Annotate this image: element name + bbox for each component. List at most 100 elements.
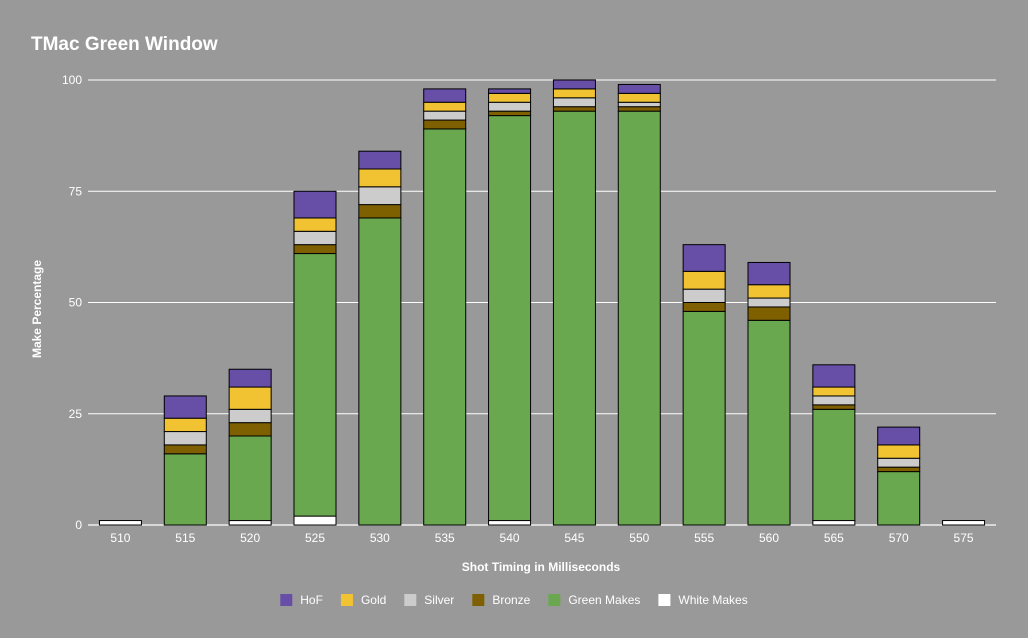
legend-swatch-silver — [404, 594, 417, 606]
bar-515-gold — [163, 417, 207, 433]
legend-label-silver: Silver — [424, 593, 454, 607]
bar-555-bronze — [682, 302, 726, 312]
legend-swatch-green-makes — [548, 594, 561, 606]
x-tick-label-560: 560 — [759, 531, 779, 545]
x-tick-label-575: 575 — [954, 531, 974, 545]
bar-535-gold — [423, 101, 467, 112]
y-tick-label-50: 50 — [69, 296, 83, 310]
chart-title: TMac Green Window — [31, 34, 218, 55]
bar-540-green-makes — [488, 115, 532, 522]
bar-530-gold — [358, 168, 402, 188]
y-axis-ticks: 0 25 50 75 100 — [62, 73, 82, 532]
legend-label-bronze: Bronze — [492, 593, 530, 607]
bar-530-silver — [358, 186, 402, 206]
y-tick-label-75: 75 — [69, 184, 83, 198]
bar-560-bronze — [747, 306, 791, 321]
bar-540-bronze — [488, 110, 532, 117]
bar-520-white-makes — [228, 520, 272, 526]
bar-550-hof — [617, 83, 661, 94]
bar-570-bronze — [877, 466, 921, 473]
legend-label-hof: HoF — [300, 593, 323, 607]
bar-510-white-makes — [98, 520, 142, 526]
bar-570-green-makes — [877, 471, 921, 526]
x-tick-label-555: 555 — [694, 531, 714, 545]
bar-555-silver — [682, 288, 726, 303]
bar-565-white-makes — [812, 520, 856, 526]
x-tick-label-550: 550 — [629, 531, 649, 545]
y-axis-label: Make Percentage — [30, 260, 44, 358]
x-tick-label-520: 520 — [240, 531, 260, 545]
bar-535-silver — [423, 110, 467, 121]
bar-560-green-makes — [747, 319, 791, 526]
bar-525-green-makes — [293, 253, 337, 517]
x-tick-label-540: 540 — [500, 531, 520, 545]
y-tick-label-100: 100 — [62, 73, 82, 87]
legend-swatch-hof — [280, 594, 293, 606]
legend-swatch-gold — [340, 594, 353, 606]
legend-swatch-white-makes — [658, 594, 671, 606]
bar-520-silver — [228, 408, 272, 424]
legend-swatch-bronze — [472, 594, 485, 606]
bar-555-hof — [682, 244, 726, 272]
bar-540-silver — [488, 101, 532, 112]
bar-575-white-makes — [942, 520, 986, 526]
bar-525-bronze — [293, 244, 337, 255]
y-tick-label-0: 0 — [75, 518, 82, 532]
x-axis-label: Shot Timing in Milliseconds — [462, 560, 621, 574]
bar-550-green-makes — [617, 110, 661, 526]
bar-525-hof — [293, 190, 337, 219]
bar-520-hof — [228, 368, 272, 388]
x-axis-ticks: 510 515 520 525 530 535 540 545 550 555 560 565 570 5… — [110, 531, 973, 545]
bar-560-gold — [747, 284, 791, 299]
bar-525-gold — [293, 217, 337, 232]
bar-535-bronze — [423, 119, 467, 130]
bar-565-silver — [812, 395, 856, 406]
x-tick-label-570: 570 — [889, 531, 909, 545]
bar-535-hof — [423, 88, 467, 103]
x-tick-label-515: 515 — [175, 531, 195, 545]
bar-520-green-makes — [228, 435, 272, 522]
bar-530-green-makes — [358, 217, 402, 526]
bar-530-hof — [358, 150, 402, 170]
bar-515-silver — [163, 431, 207, 446]
x-tick-label-530: 530 — [370, 531, 390, 545]
bar-520-gold — [228, 386, 272, 410]
bar-555-gold — [682, 270, 726, 290]
bar-545-green-makes — [552, 110, 596, 526]
bar-525-silver — [293, 230, 337, 246]
bar-550-silver — [617, 101, 661, 108]
y-tick-label-25: 25 — [69, 407, 83, 421]
bar-540-gold — [488, 92, 532, 103]
legend-label-gold: Gold — [361, 593, 386, 607]
bar-515-green-makes — [163, 453, 207, 526]
bar-530-bronze — [358, 204, 402, 219]
bar-565-green-makes — [812, 408, 856, 522]
bar-545-gold — [552, 88, 596, 99]
bar-525-white-makes — [293, 515, 337, 526]
bar-565-gold — [812, 386, 856, 397]
bar-520-bronze — [228, 422, 272, 437]
bar-515-bronze — [163, 444, 207, 455]
bars — [98, 79, 986, 526]
bar-540-hof — [488, 88, 532, 94]
bar-540-white-makes — [488, 520, 532, 526]
bar-570-gold — [877, 444, 921, 459]
bar-565-bronze — [812, 404, 856, 410]
bar-560-silver — [747, 297, 791, 308]
x-tick-label-545: 545 — [564, 531, 584, 545]
bar-555-green-makes — [682, 310, 726, 526]
bar-545-hof — [552, 79, 596, 90]
x-tick-label-510: 510 — [110, 531, 130, 545]
legend: HoF Gold Silver Bronze Green Makes White Make… — [280, 593, 748, 607]
legend-label-green-makes: Green Makes — [568, 593, 640, 607]
x-tick-label-525: 525 — [305, 531, 325, 545]
bar-565-hof — [812, 364, 856, 388]
bar-550-bronze — [617, 106, 661, 112]
bar-535-green-makes — [423, 128, 467, 526]
bar-560-hof — [747, 261, 791, 286]
bar-570-hof — [877, 426, 921, 446]
bar-515-hof — [163, 395, 207, 419]
bar-550-gold — [617, 92, 661, 103]
